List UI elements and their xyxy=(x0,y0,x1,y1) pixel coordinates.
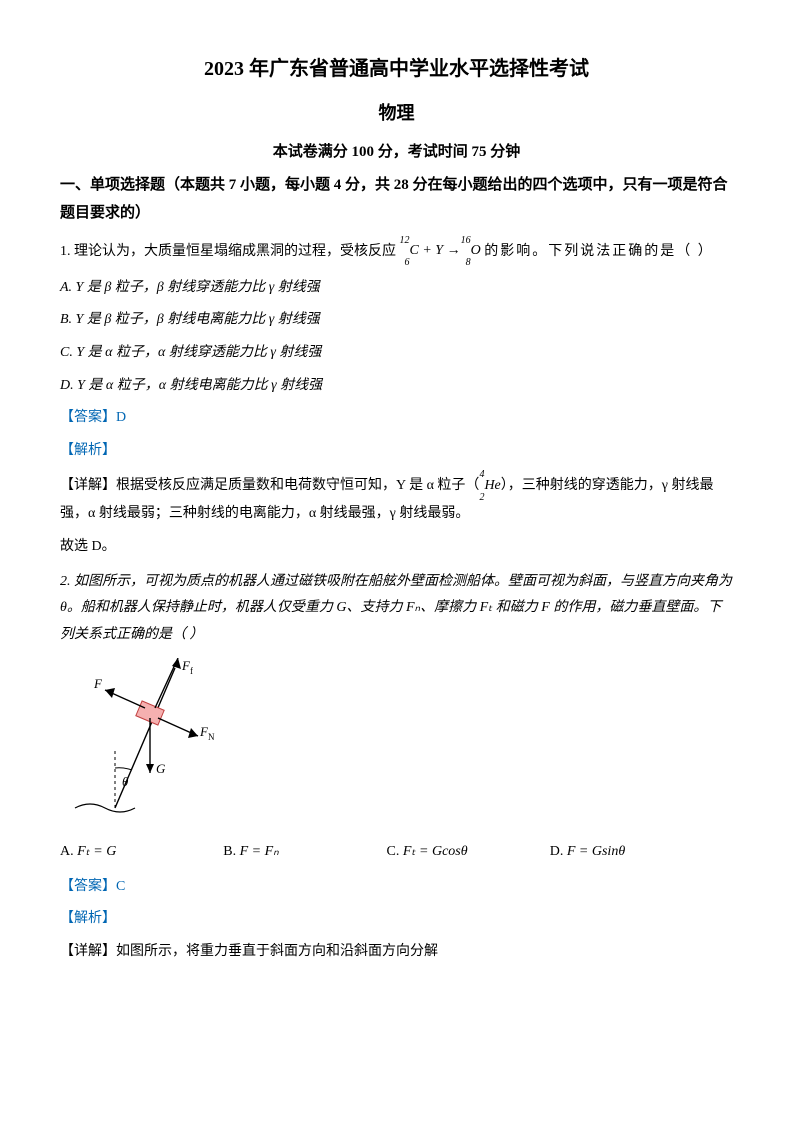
q1-o-sup: 16 xyxy=(461,235,471,246)
q1-detail-label: 【详解】 xyxy=(60,478,116,493)
q1-formula-mid: C + Y → xyxy=(410,243,461,258)
q2-optB-label: B. xyxy=(223,844,239,859)
subject-title: 物理 xyxy=(60,96,733,130)
svg-text:F: F xyxy=(93,676,103,691)
q1-optA-text: A. Y 是 β 粒子，β 射线穿透能力比 γ 射线强 xyxy=(60,280,320,295)
q2-diagram: θ F f F F N G xyxy=(70,658,733,829)
q2-option-a: A. Fₜ = G xyxy=(60,839,223,866)
q1-detail-a: 根据受核反应满足质量数和电荷数守恒可知，Y 是 α 粒子（ xyxy=(116,478,479,493)
q1-formula-o: O xyxy=(471,243,481,258)
svg-text:f: f xyxy=(190,666,193,676)
q1-optB-text: B. Y 是 β 粒子，β 射线电离能力比 γ 射线强 xyxy=(60,312,320,327)
q2-optA-formula: Fₜ = G xyxy=(77,844,116,859)
q2-answer-label: 【答案】 xyxy=(60,879,116,894)
q2-detail-label: 【详解】 xyxy=(60,944,116,959)
svg-text:N: N xyxy=(208,732,215,742)
q1-answer-value: D xyxy=(116,410,126,425)
q1-option-a: A. Y 是 β 粒子，β 射线穿透能力比 γ 射线强 xyxy=(60,275,733,302)
q2-options: A. Fₜ = G B. F = Fₙ C. Fₜ = Gcosθ D. F =… xyxy=(60,839,733,866)
q1-stem: 1. 理论认为，大质量恒星塌缩成黑洞的过程，受核反应 12 6 C + Y → … xyxy=(60,236,733,267)
q1-analysis-label: 【解析】 xyxy=(60,438,733,465)
q1-formula: 12 6 C + Y → 16 8 O xyxy=(400,243,485,258)
q1-conclude: 故选 D。 xyxy=(60,534,733,561)
q2-detail-text: 如图所示，将重力垂直于斜面方向和沿斜面方向分解 xyxy=(116,944,438,959)
section-heading: 一、单项选择题（本题共 7 小题，每小题 4 分，共 28 分在每小题给出的四个… xyxy=(60,171,733,228)
q1-c-sup: 12 xyxy=(400,235,410,246)
q1-he-sym: He xyxy=(484,478,500,493)
q1-stem-a: 1. 理论认为，大质量恒星塌缩成黑洞的过程，受核反应 xyxy=(60,243,396,258)
q2-optD-label: D. xyxy=(550,844,567,859)
q2-option-d: D. F = Gsinθ xyxy=(550,839,713,866)
q2-optC-label: C. xyxy=(387,844,403,859)
q2-optB-formula: F = Fₙ xyxy=(240,844,279,859)
svg-text:θ: θ xyxy=(122,774,129,789)
q2-optD-formula: F = Gsinθ xyxy=(567,844,625,859)
q1-answer: 【答案】D xyxy=(60,405,733,432)
q2-stem-text: 2. 如图所示，可视为质点的机器人通过磁铁吸附在船舷外壁面检测船体。壁面可视为斜… xyxy=(60,574,732,642)
q2-answer: 【答案】C xyxy=(60,874,733,901)
q2-optC-formula: Fₜ = Gcosθ xyxy=(403,844,468,859)
q1-option-d: D. Y 是 α 粒子，α 射线电离能力比 γ 射线强 xyxy=(60,373,733,400)
q2-detail: 【详解】如图所示，将重力垂直于斜面方向和沿斜面方向分解 xyxy=(60,939,733,966)
q2-stem: 2. 如图所示，可视为质点的机器人通过磁铁吸附在船舷外壁面检测船体。壁面可视为斜… xyxy=(60,569,733,649)
q1-answer-label: 【答案】 xyxy=(60,410,116,425)
q2-optA-label: A. xyxy=(60,844,77,859)
q1-option-c: C. Y 是 α 粒子，α 射线穿透能力比 γ 射线强 xyxy=(60,340,733,367)
q2-option-c: C. Fₜ = Gcosθ xyxy=(387,839,550,866)
main-title: 2023 年广东省普通高中学业水平选择性考试 xyxy=(60,50,733,88)
q2-analysis-label: 【解析】 xyxy=(60,906,733,933)
q1-optC-text: C. Y 是 α 粒子，α 射线穿透能力比 γ 射线强 xyxy=(60,345,321,360)
q2-option-b: B. F = Fₙ xyxy=(223,839,386,866)
svg-text:G: G xyxy=(156,761,166,776)
q1-option-b: B. Y 是 β 粒子，β 射线电离能力比 γ 射线强 xyxy=(60,307,733,334)
q1-he: 42He xyxy=(479,478,500,493)
q2-answer-value: C xyxy=(116,879,125,894)
q1-detail: 【详解】根据受核反应满足质量数和电荷数守恒可知，Y 是 α 粒子（42He），三… xyxy=(60,470,733,528)
exam-info: 本试卷满分 100 分，考试时间 75 分钟 xyxy=(60,138,733,167)
q1-optD-text: D. Y 是 α 粒子，α 射线电离能力比 γ 射线强 xyxy=(60,378,322,393)
q1-stem-b: 的影响。下列说法正确的是（ ） xyxy=(484,243,714,258)
